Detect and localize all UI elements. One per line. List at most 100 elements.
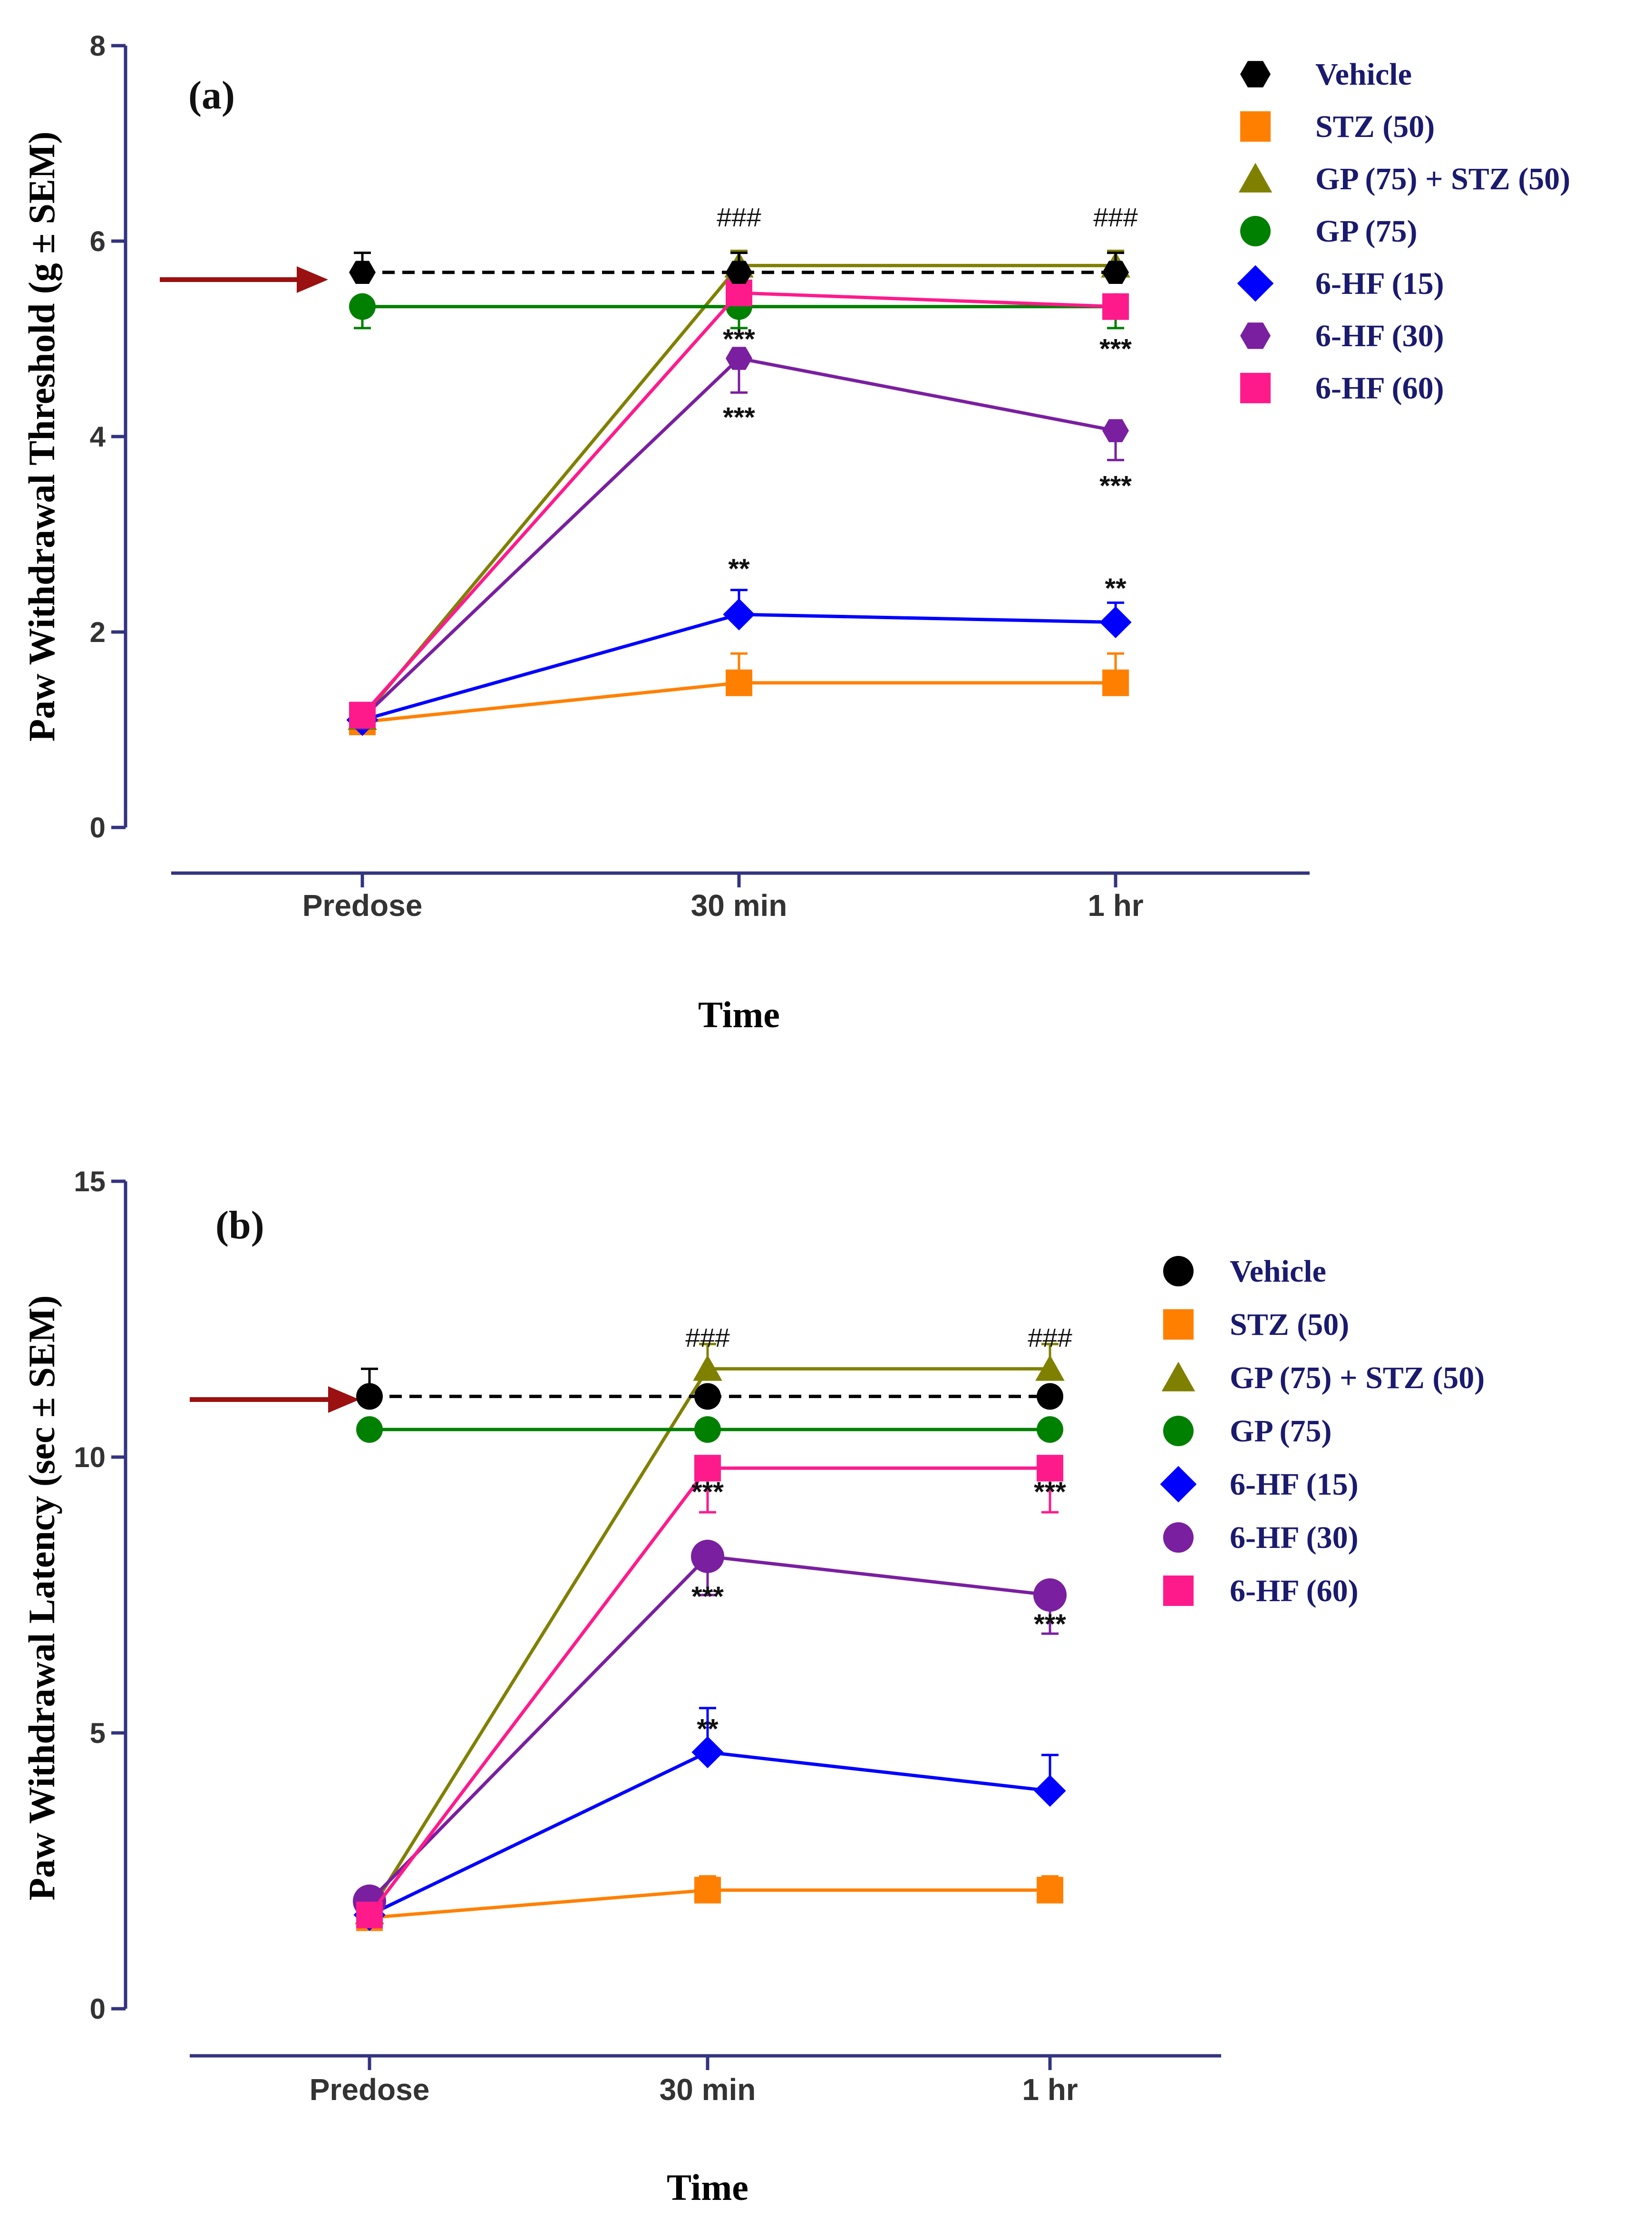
significance-label: ### (717, 202, 761, 232)
y-axis-label: Paw Withdrawal Latency (sec ± SEM) (21, 1295, 62, 1901)
data-point (1102, 261, 1129, 284)
significance-label: ### (685, 1323, 729, 1352)
legend-label: Vehicle (1230, 1254, 1326, 1289)
legend-marker (1163, 1256, 1194, 1286)
significance-label: ** (697, 1714, 719, 1745)
y-tick-label: 15 (74, 1166, 106, 1197)
panel-label: (a) (188, 73, 235, 117)
significance-label: ** (728, 554, 750, 584)
y-tick-label: 0 (90, 812, 106, 844)
legend-label: 6-HF (30) (1230, 1520, 1359, 1555)
data-point (726, 261, 752, 284)
significance-label: ### (1093, 202, 1137, 232)
data-point (1037, 1416, 1063, 1443)
significance-label: *** (723, 402, 755, 433)
significance-label: ### (1028, 1323, 1072, 1352)
legend-marker (1240, 111, 1271, 142)
legend-marker (1163, 1309, 1194, 1340)
legend: Vehicle STZ (50) GP (75) + STZ (50) GP (75)… (1237, 57, 1570, 406)
x-tick-label: 1 hr (1088, 888, 1143, 923)
data-point (1037, 1455, 1063, 1482)
legend-label: GP (75) (1230, 1414, 1331, 1449)
series-stz-50 (356, 1875, 1063, 1931)
legend-marker (1163, 1416, 1194, 1446)
legend-marker (1237, 265, 1274, 302)
series-vehicle (356, 1367, 1063, 1410)
legend-label: 6-HF (15) (1315, 266, 1444, 301)
x-tick-label: 30 min (691, 888, 787, 923)
data-point (694, 1416, 721, 1443)
data-point (691, 1736, 724, 1769)
legend-marker (1161, 1362, 1195, 1391)
data-point (1102, 419, 1129, 442)
panel-a: 0 2 4 6 8 Predose 30 min 1 hr Time Paw Withdrawal… (21, 30, 1570, 1035)
legend-label: 6-HF (60) (1230, 1574, 1359, 1608)
data-point (726, 279, 752, 306)
series-line (368, 1367, 1050, 1913)
significance-label: *** (723, 324, 755, 355)
legend-marker (1163, 1522, 1194, 1553)
y-tick-label: 8 (90, 30, 106, 62)
baseline-arrow-head (328, 1386, 360, 1413)
legend-label: GP (75) + STZ (50) (1230, 1361, 1485, 1395)
panel-label: (b) (215, 1203, 264, 1247)
significance-label: *** (1099, 334, 1132, 365)
data-point (356, 1416, 383, 1443)
legend-marker (1240, 61, 1271, 88)
legend-label: GP (75) (1315, 214, 1417, 249)
x-tick-label: Predose (310, 2072, 430, 2107)
data-point (1102, 669, 1129, 696)
series-gp-75 (356, 1416, 1063, 1443)
legend-marker (1160, 1466, 1197, 1503)
legend-marker (1163, 1576, 1194, 1606)
x-tick-label: 1 hr (1022, 2072, 1078, 2107)
panel-b: 0 5 10 15 Predose 30 min 1 hr Time Paw Withdrawa… (21, 1166, 1485, 2208)
data-point (1035, 1355, 1065, 1381)
data-point (726, 347, 752, 370)
series-stz-50 (349, 652, 1129, 736)
legend-marker (1240, 216, 1271, 246)
y-tick-label: 5 (90, 1717, 106, 1749)
significance-label: ** (1105, 573, 1127, 604)
legend-marker (1238, 163, 1273, 193)
y-tick-label: 0 (90, 1993, 106, 2025)
data-point (1037, 1383, 1063, 1410)
legend-label: Vehicle (1315, 57, 1412, 92)
legend-label: STZ (50) (1230, 1307, 1349, 1342)
series-6-hf-30 (353, 1539, 1067, 1918)
baseline-arrow-head (297, 266, 328, 293)
x-axis-label: Time (667, 2167, 748, 2208)
legend-label: 6-HF (15) (1230, 1467, 1359, 1502)
data-point (694, 1455, 721, 1482)
y-tick-label: 6 (90, 225, 106, 257)
significance-label: *** (691, 1581, 724, 1612)
legend-label: GP (75) + STZ (50) (1315, 162, 1570, 196)
significance-label: *** (691, 1477, 724, 1508)
data-point (1037, 1877, 1063, 1904)
x-tick-label: 30 min (660, 2072, 756, 2107)
data-point (694, 1877, 721, 1904)
y-tick-label: 2 (90, 616, 106, 648)
y-axis-label: Paw Withdrawal Threshold (g ± SEM) (21, 131, 62, 741)
legend: Vehicle STZ (50) GP (75) + STZ (50) GP (75)… (1160, 1254, 1485, 1608)
significance-label: *** (1034, 1477, 1066, 1508)
data-point (693, 1355, 722, 1381)
y-tick-label: 4 (90, 421, 106, 453)
data-point (694, 1383, 721, 1410)
data-point (726, 669, 752, 696)
data-point (356, 1383, 383, 1410)
series-6-hf-60 (349, 279, 1129, 729)
data-point (1034, 1775, 1066, 1807)
legend-label: 6-HF (30) (1315, 319, 1444, 353)
y-tick-label: 10 (74, 1441, 106, 1473)
series-line (368, 1466, 1050, 1916)
series-6-hf-60 (356, 1455, 1063, 1928)
legend-marker (1240, 373, 1271, 403)
data-point (349, 261, 376, 284)
data-point (356, 1901, 383, 1928)
data-point (349, 293, 376, 320)
data-point (723, 598, 755, 631)
x-axis-label: Time (698, 994, 780, 1035)
legend-label: 6-HF (60) (1315, 371, 1444, 406)
